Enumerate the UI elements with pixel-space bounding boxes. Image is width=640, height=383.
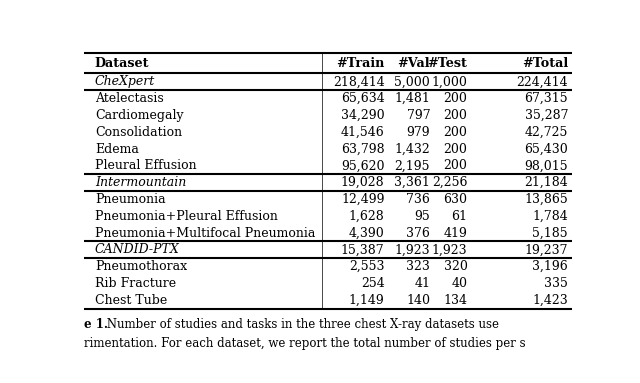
Text: Atelectasis: Atelectasis	[95, 92, 164, 105]
Text: 40: 40	[451, 277, 467, 290]
Text: rimentation. For each dataset, we report the total number of studies per s: rimentation. For each dataset, we report…	[84, 337, 525, 350]
Text: Rib Fracture: Rib Fracture	[95, 277, 176, 290]
Text: 320: 320	[444, 260, 467, 273]
Text: 1,784: 1,784	[532, 210, 568, 223]
Text: 65,430: 65,430	[524, 142, 568, 155]
Text: 65,634: 65,634	[340, 92, 385, 105]
Text: 21,184: 21,184	[524, 176, 568, 189]
Text: e 1.: e 1.	[84, 318, 108, 331]
Text: Pneumonia: Pneumonia	[95, 193, 166, 206]
Text: 2,553: 2,553	[349, 260, 385, 273]
Text: CANDID-PTX: CANDID-PTX	[95, 243, 180, 256]
Text: 224,414: 224,414	[516, 75, 568, 88]
Text: 736: 736	[406, 193, 430, 206]
Text: 797: 797	[406, 109, 430, 122]
Text: 67,315: 67,315	[524, 92, 568, 105]
Text: 1,423: 1,423	[532, 294, 568, 307]
Text: 41,546: 41,546	[340, 126, 385, 139]
Text: 3,361: 3,361	[394, 176, 430, 189]
Text: 13,865: 13,865	[524, 193, 568, 206]
Text: 19,237: 19,237	[525, 243, 568, 256]
Text: Edema: Edema	[95, 142, 139, 155]
Text: 323: 323	[406, 260, 430, 273]
Text: 19,028: 19,028	[341, 176, 385, 189]
Text: 254: 254	[361, 277, 385, 290]
Text: 1,149: 1,149	[349, 294, 385, 307]
Text: #Test: #Test	[428, 57, 467, 70]
Text: 5,185: 5,185	[532, 227, 568, 240]
Text: 1,923: 1,923	[432, 243, 467, 256]
Text: 1,000: 1,000	[431, 75, 467, 88]
Text: Pleural Effusion: Pleural Effusion	[95, 159, 196, 172]
Text: 979: 979	[406, 126, 430, 139]
Text: 15,387: 15,387	[341, 243, 385, 256]
Text: Cardiomegaly: Cardiomegaly	[95, 109, 184, 122]
Text: Pneumonia+Pleural Effusion: Pneumonia+Pleural Effusion	[95, 210, 278, 223]
Text: 630: 630	[444, 193, 467, 206]
Text: 95: 95	[415, 210, 430, 223]
Text: 35,287: 35,287	[525, 109, 568, 122]
Text: 12,499: 12,499	[341, 193, 385, 206]
Text: 200: 200	[444, 92, 467, 105]
Text: 95,620: 95,620	[341, 159, 385, 172]
Text: #Val: #Val	[397, 57, 430, 70]
Text: 140: 140	[406, 294, 430, 307]
Text: 1,481: 1,481	[394, 92, 430, 105]
Text: 4,390: 4,390	[349, 227, 385, 240]
Text: 61: 61	[451, 210, 467, 223]
Text: 376: 376	[406, 227, 430, 240]
Text: 1,923: 1,923	[394, 243, 430, 256]
Text: 3,196: 3,196	[532, 260, 568, 273]
Text: #Train: #Train	[336, 57, 385, 70]
Text: 2,195: 2,195	[395, 159, 430, 172]
Text: 41: 41	[414, 277, 430, 290]
Text: Pneumonia+Multifocal Pneumonia: Pneumonia+Multifocal Pneumonia	[95, 227, 316, 240]
Text: 200: 200	[444, 159, 467, 172]
Text: 98,015: 98,015	[524, 159, 568, 172]
Text: 218,414: 218,414	[333, 75, 385, 88]
Text: Dataset: Dataset	[95, 57, 149, 70]
Text: 34,290: 34,290	[341, 109, 385, 122]
Text: 63,798: 63,798	[341, 142, 385, 155]
Text: 134: 134	[444, 294, 467, 307]
Text: Consolidation: Consolidation	[95, 126, 182, 139]
Text: 1,628: 1,628	[349, 210, 385, 223]
Text: 200: 200	[444, 126, 467, 139]
Text: CheXpert: CheXpert	[95, 75, 155, 88]
Text: 419: 419	[444, 227, 467, 240]
Text: 1,432: 1,432	[394, 142, 430, 155]
Text: 2,256: 2,256	[432, 176, 467, 189]
Text: 335: 335	[544, 277, 568, 290]
Text: 200: 200	[444, 109, 467, 122]
Text: 5,000: 5,000	[394, 75, 430, 88]
Text: Chest Tube: Chest Tube	[95, 294, 167, 307]
Text: 200: 200	[444, 142, 467, 155]
Text: Number of studies and tasks in the three chest X-ray datasets use: Number of studies and tasks in the three…	[103, 318, 499, 331]
Text: #Total: #Total	[522, 57, 568, 70]
Text: Intermountain: Intermountain	[95, 176, 186, 189]
Text: 42,725: 42,725	[525, 126, 568, 139]
Text: Pneumothorax: Pneumothorax	[95, 260, 187, 273]
